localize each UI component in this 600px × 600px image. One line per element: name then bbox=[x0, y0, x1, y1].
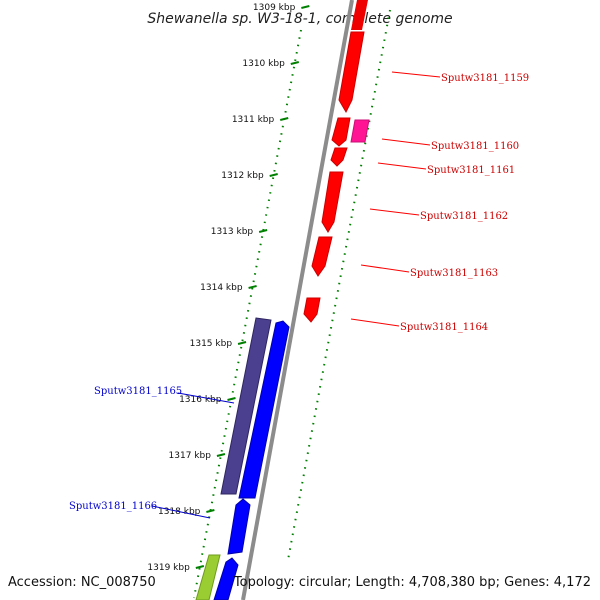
kbp-tick-label: 1309 kbp bbox=[253, 3, 296, 13]
kbp-tick-mark bbox=[269, 173, 278, 177]
outer-dotted-track bbox=[287, 9, 391, 561]
gene-arrow-1160[interactable] bbox=[350, 119, 370, 143]
partial-gene-top[interactable] bbox=[351, 0, 368, 30]
gene-arrow-1162[interactable] bbox=[321, 171, 344, 233]
gene-arrow-1165b[interactable] bbox=[238, 320, 290, 499]
kbp-tick-mark bbox=[258, 229, 268, 233]
reverse-strand-features bbox=[303, 0, 370, 323]
leader-line bbox=[350, 318, 400, 327]
kbp-tick-label: 1317 kbp bbox=[169, 451, 212, 461]
gene-label-1163[interactable]: Sputw3181_1163 bbox=[410, 268, 498, 279]
gene-arrow-1166[interactable] bbox=[227, 498, 251, 555]
kbp-tick-label: 1316 kbp bbox=[179, 395, 222, 405]
gene-labels: Sputw3181_1159 Sputw3181_1160 Sputw3181_… bbox=[69, 71, 529, 519]
leader-line bbox=[369, 208, 420, 216]
kbp-tick-mark bbox=[195, 565, 205, 569]
gene-label-1162[interactable]: Sputw3181_1162 bbox=[420, 211, 508, 222]
gene-label-1165[interactable]: Sputw3181_1165 bbox=[94, 386, 182, 397]
rna-gene-green[interactable] bbox=[195, 554, 221, 600]
gene-arrow-1160a[interactable] bbox=[331, 117, 351, 147]
leader-line bbox=[377, 162, 427, 170]
kbp-tick-mark bbox=[206, 509, 215, 513]
genome-backbone bbox=[241, 0, 354, 600]
leader-line bbox=[381, 138, 431, 146]
kbp-tick-label: 1312 kbp bbox=[221, 171, 264, 181]
gene-label-1160[interactable]: Sputw3181_1160 bbox=[431, 141, 519, 152]
gene-arrow-1165[interactable] bbox=[220, 317, 272, 495]
gene-arrow-1159[interactable] bbox=[338, 31, 365, 114]
kbp-tick-mark bbox=[279, 117, 289, 121]
kbp-tick-mark bbox=[248, 285, 257, 289]
gene-label-1164[interactable]: Sputw3181_1164 bbox=[400, 322, 488, 333]
kbp-tick-mark bbox=[216, 453, 226, 457]
kbp-tick-label: 1313 kbp bbox=[211, 227, 254, 237]
gene-arrow-1161[interactable] bbox=[330, 147, 348, 167]
map-title: Shewanella sp. W3-18-1, complete genome bbox=[147, 11, 452, 27]
coordinate-track: 1309 kbp 1310 kbp 1311 kbp 1312 kbp 1313 kbp… bbox=[147, 3, 310, 599]
kbp-tick-label: 1310 kbp bbox=[242, 59, 285, 69]
kbp-tick-mark bbox=[290, 61, 300, 65]
accession-label: Accession: NC_008750 bbox=[8, 575, 156, 590]
kbp-tick-mark bbox=[301, 5, 310, 9]
leader-line bbox=[151, 505, 211, 519]
kbp-tick-label: 1314 kbp bbox=[200, 283, 243, 293]
kbp-tick-mark bbox=[237, 341, 247, 345]
genome-summary: Topology: circular; Length: 4,708,380 bp… bbox=[233, 575, 591, 590]
leader-line bbox=[391, 71, 441, 78]
kbp-tick-label: 1319 kbp bbox=[147, 563, 190, 573]
kbp-tick-label: 1311 kbp bbox=[232, 115, 275, 125]
forward-strand-features bbox=[195, 317, 290, 600]
gene-arrow-next[interactable] bbox=[213, 557, 239, 600]
leader-line bbox=[177, 392, 235, 404]
kbp-tick-label: 1315 kbp bbox=[190, 339, 233, 349]
gene-label-1166[interactable]: Sputw3181_1166 bbox=[69, 501, 157, 512]
gene-label-1161[interactable]: Sputw3181_1161 bbox=[427, 165, 515, 176]
gene-label-1159[interactable]: Sputw3181_1159 bbox=[441, 73, 529, 84]
kbp-tick-mark bbox=[227, 397, 236, 401]
gene-arrow-1163[interactable] bbox=[311, 236, 333, 277]
leader-line bbox=[360, 264, 410, 273]
gene-arrow-1164[interactable] bbox=[303, 297, 321, 323]
